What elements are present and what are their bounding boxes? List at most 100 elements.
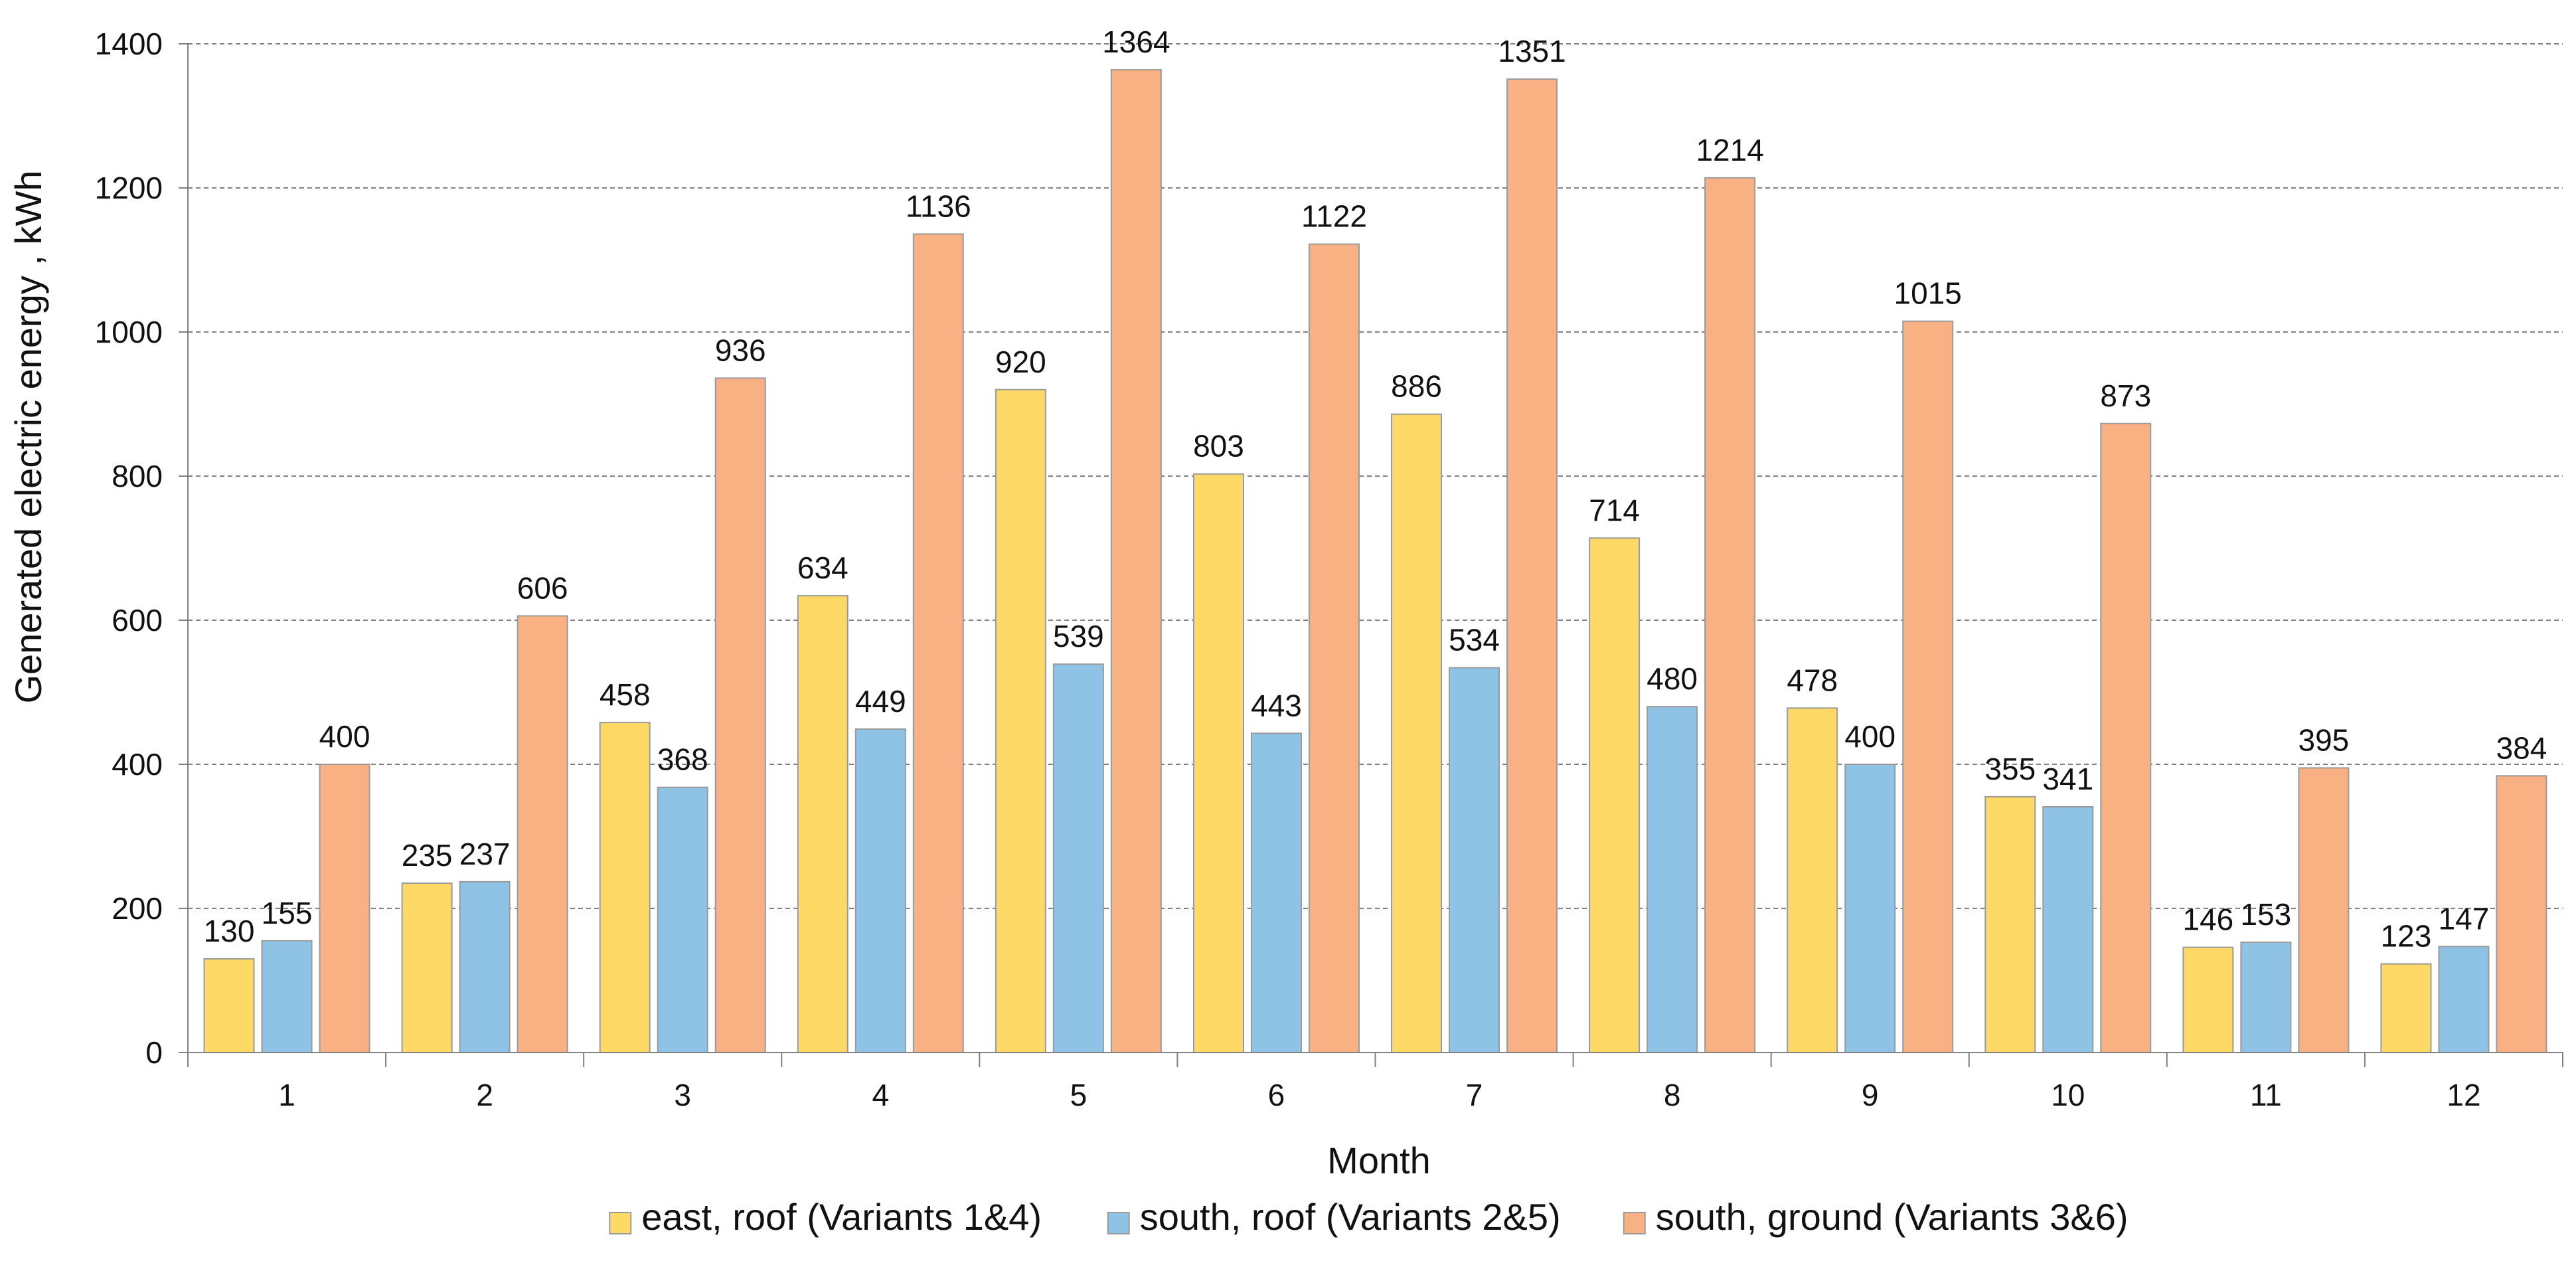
data-label: 443 [1251, 688, 1302, 722]
legend-label: east, roof (Variants 1&4) [641, 1196, 1042, 1238]
bar [1902, 320, 1954, 1054]
bar [714, 377, 766, 1053]
bar [1449, 667, 1500, 1053]
bar [1589, 537, 1641, 1053]
gridlines [188, 43, 2563, 909]
bar [599, 722, 651, 1053]
bar [1192, 473, 1244, 1053]
x-tick-label: 9 [1862, 1078, 1879, 1112]
x-tick-label: 11 [2250, 1078, 2282, 1112]
bar [319, 764, 370, 1053]
data-label: 155 [262, 896, 313, 930]
y-tick-label: 0 [145, 1035, 163, 1070]
bar [401, 883, 453, 1054]
bar [1647, 706, 1698, 1053]
bar [2182, 946, 2234, 1053]
x-tick-label: 3 [674, 1078, 691, 1112]
bar [2240, 941, 2292, 1053]
x-tick-label: 8 [1664, 1078, 1681, 1112]
bar [2298, 767, 2350, 1054]
y-tick-label: 600 [112, 603, 163, 637]
x-axis-title: Month [1327, 1139, 1431, 1181]
legend: east, roof (Variants 1&4) south, roof (Va… [609, 1196, 2129, 1238]
bar [2380, 963, 2432, 1054]
x-tick-label: 12 [2447, 1078, 2480, 1112]
y-tick-label: 1400 [95, 27, 163, 61]
y-tick-label: 1000 [95, 315, 163, 349]
legend-label: south, ground (Variants 3&6) [1656, 1196, 2129, 1238]
y-tick-label: 1200 [95, 171, 163, 205]
y-axis-title: Generated electric energy , kWh [7, 170, 49, 703]
bar [261, 940, 313, 1053]
bar [1844, 764, 1896, 1053]
data-label: 606 [517, 570, 568, 605]
y-tick-label: 800 [112, 459, 163, 493]
legend-swatch [1623, 1212, 1646, 1234]
data-label: 341 [2042, 762, 2093, 796]
x-tick-label: 7 [1466, 1078, 1483, 1112]
x-tick-label: 4 [872, 1078, 889, 1112]
data-label: 920 [995, 345, 1046, 379]
data-label: 235 [402, 838, 453, 873]
data-label: 1136 [906, 189, 971, 223]
bar [517, 615, 568, 1053]
bar [1110, 69, 1162, 1053]
data-label: 449 [855, 684, 906, 718]
bar [459, 881, 511, 1053]
x-tick-label: 6 [1268, 1078, 1285, 1112]
bar [1391, 413, 1443, 1053]
data-label: 714 [1589, 493, 1640, 527]
bar [1308, 243, 1360, 1053]
bar [203, 958, 255, 1053]
data-label: 803 [1193, 429, 1244, 463]
data-label: 480 [1647, 661, 1698, 696]
data-label: 400 [319, 719, 370, 754]
data-label: 237 [459, 837, 511, 871]
data-label: 1015 [1894, 276, 1962, 311]
bar [1052, 663, 1104, 1053]
legend-label: south, roof (Variants 2&5) [1140, 1196, 1561, 1238]
bar [1704, 177, 1756, 1053]
bar [1787, 707, 1838, 1053]
data-label: 395 [2298, 722, 2350, 757]
bar [995, 388, 1046, 1053]
data-label: 936 [715, 333, 766, 367]
x-tick-label: 5 [1070, 1078, 1087, 1112]
bar [1984, 796, 2036, 1053]
data-label: 355 [1984, 752, 2036, 786]
data-label: 458 [600, 677, 651, 712]
y-tick-label: 200 [112, 891, 163, 926]
data-label: 123 [2381, 919, 2432, 954]
data-label: 1122 [1301, 199, 1367, 234]
bar [797, 595, 848, 1053]
bar [1506, 78, 1558, 1053]
bar [912, 233, 964, 1054]
bar [2100, 422, 2152, 1053]
data-label: 886 [1391, 369, 1442, 404]
x-tick-label: 2 [476, 1078, 493, 1112]
data-label: 146 [2183, 902, 2234, 937]
data-label: 384 [2496, 730, 2547, 765]
data-label: 130 [204, 914, 255, 948]
bars [203, 69, 2547, 1054]
bar [1250, 732, 1302, 1053]
data-label: 153 [2241, 897, 2292, 932]
x-tick-label: 1 [278, 1078, 295, 1112]
data-label: 368 [657, 742, 708, 777]
data-label: 539 [1053, 619, 1104, 653]
x-tick-label: 10 [2051, 1078, 2085, 1112]
bar [657, 786, 708, 1053]
legend-swatch [609, 1212, 632, 1234]
data-label: 478 [1787, 663, 1838, 697]
legend-swatch [1107, 1212, 1130, 1234]
data-label: 147 [2439, 902, 2490, 936]
data-label: 1351 [1498, 34, 1566, 68]
data-label: 1214 [1696, 133, 1763, 167]
data-label: 634 [797, 550, 848, 585]
bar [2042, 806, 2094, 1053]
y-tick-label: 400 [112, 747, 163, 782]
bar [2496, 775, 2547, 1053]
